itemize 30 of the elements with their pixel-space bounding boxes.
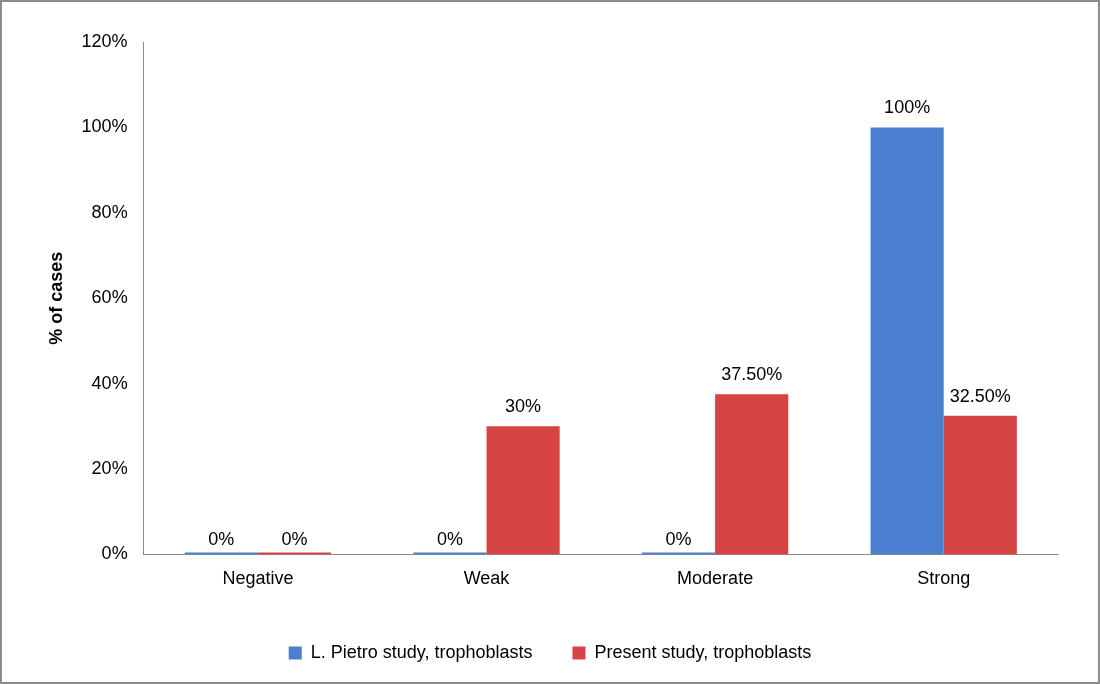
bar xyxy=(257,552,332,555)
bar xyxy=(486,426,560,555)
data-label: 0% xyxy=(281,529,308,550)
y-tick-label: 40% xyxy=(91,372,128,393)
bar xyxy=(943,415,1017,555)
bar xyxy=(641,552,716,555)
y-tick-label: 60% xyxy=(91,287,128,308)
data-label: 100% xyxy=(884,97,931,118)
x-tick-label: Weak xyxy=(463,568,511,589)
data-label: 0% xyxy=(208,529,235,550)
x-tick-label: Strong xyxy=(917,568,971,589)
data-label: 32.50% xyxy=(949,385,1011,406)
data-label: 37.50% xyxy=(721,364,783,385)
data-label: 0% xyxy=(665,529,692,550)
y-tick-label: 120% xyxy=(81,30,128,51)
bar xyxy=(184,552,258,555)
data-label: 30% xyxy=(505,396,542,417)
y-axis-title: % of cases xyxy=(45,251,66,345)
bar xyxy=(413,552,487,555)
x-tick-label: Negative xyxy=(222,568,294,589)
legend-label: Present study, trophoblasts xyxy=(594,641,812,662)
y-tick-label: 20% xyxy=(91,457,128,478)
bar xyxy=(870,127,944,555)
y-tick-label: 80% xyxy=(91,201,128,222)
legend-label: L. Pietro study, trophoblasts xyxy=(310,641,533,662)
bar xyxy=(715,394,789,555)
y-tick-label: 100% xyxy=(81,116,128,137)
x-tick-label: Moderate xyxy=(677,568,754,589)
data-label: 0% xyxy=(436,529,463,550)
y-tick-label: 0% xyxy=(101,543,128,564)
